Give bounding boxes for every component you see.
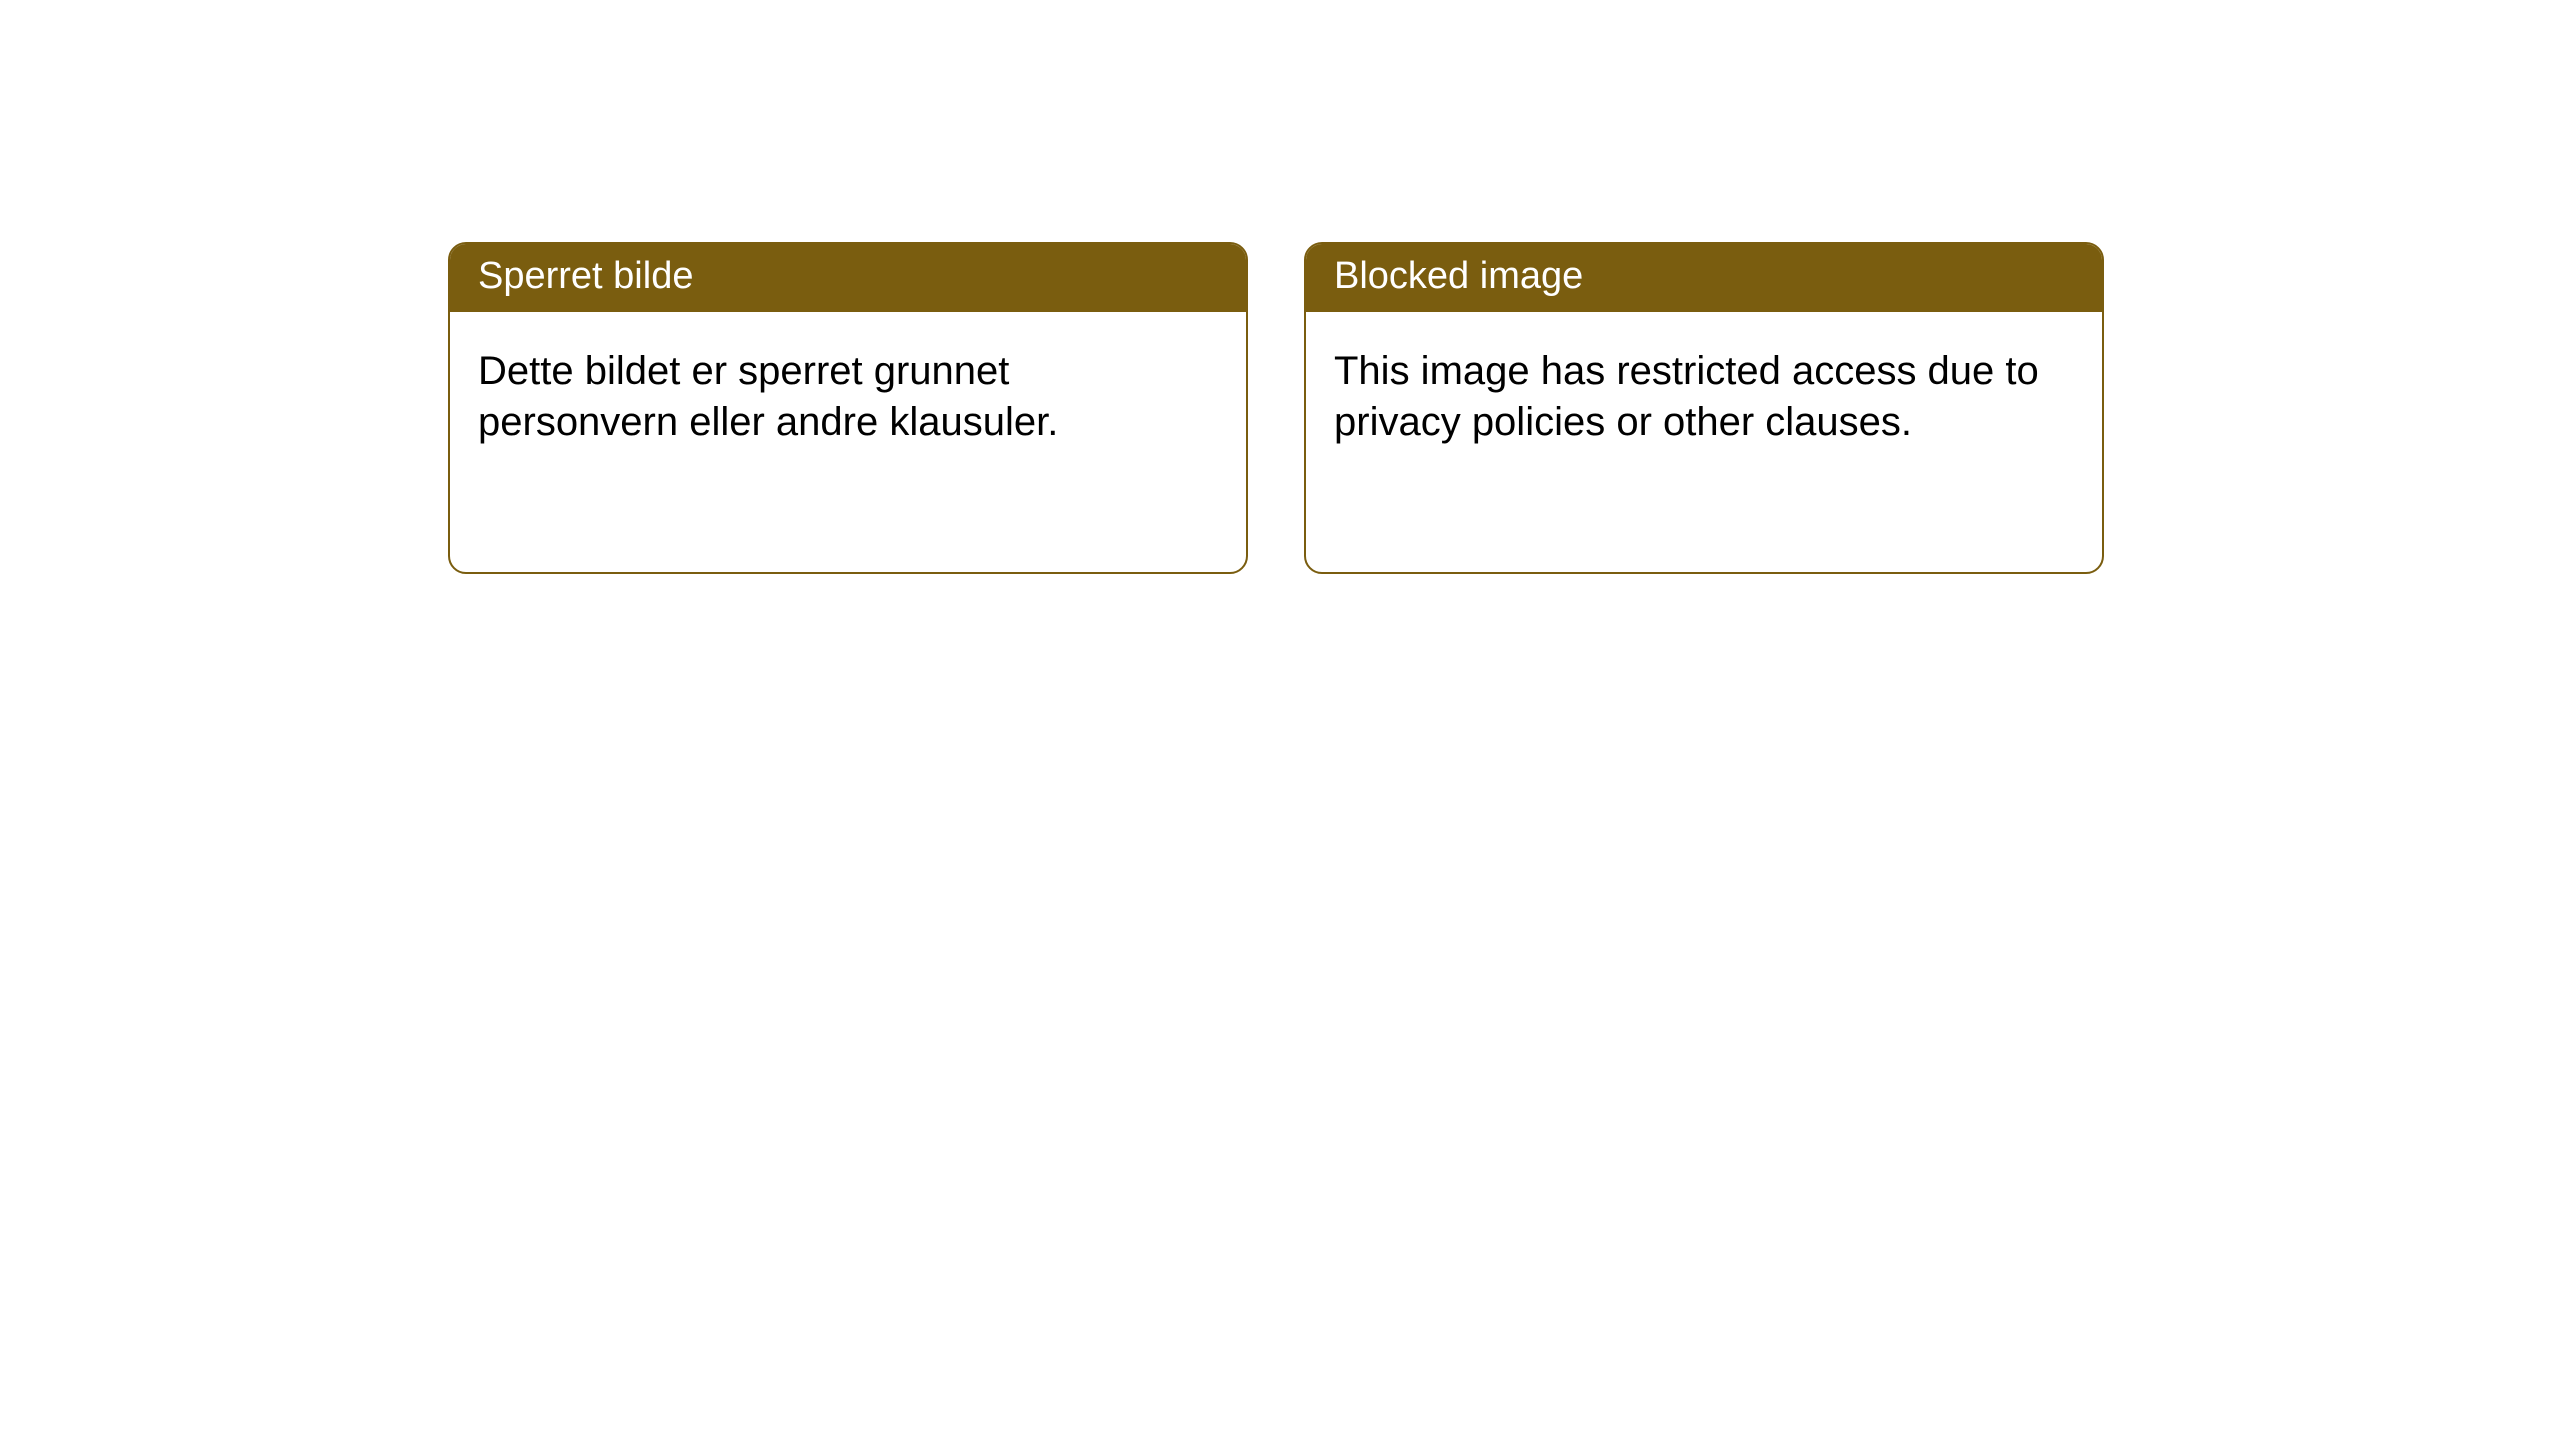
card-title: Blocked image [1306, 244, 2102, 312]
card-body-text: This image has restricted access due to … [1306, 312, 2102, 482]
blocked-image-notice-container: Sperret bilde Dette bildet er sperret gr… [0, 0, 2560, 574]
card-body-text: Dette bildet er sperret grunnet personve… [450, 312, 1246, 482]
card-title: Sperret bilde [450, 244, 1246, 312]
blocked-image-card-no: Sperret bilde Dette bildet er sperret gr… [448, 242, 1248, 574]
blocked-image-card-en: Blocked image This image has restricted … [1304, 242, 2104, 574]
